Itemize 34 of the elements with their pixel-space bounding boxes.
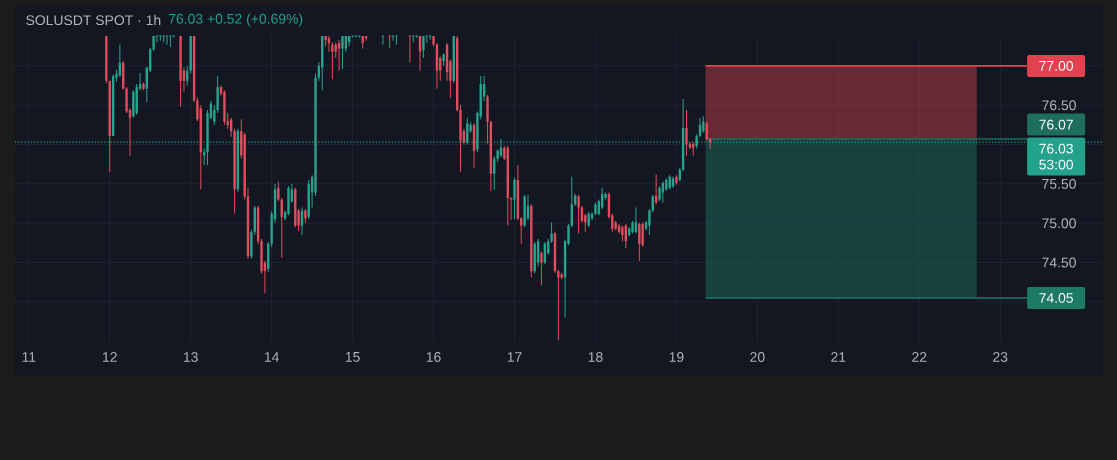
x-tick-label: 17	[507, 352, 522, 362]
x-tick-label: 16	[426, 352, 441, 362]
x-tick-label: 22	[912, 352, 927, 362]
x-tick-label: 15	[345, 352, 360, 362]
data-label: 74.05	[1039, 292, 1073, 303]
candlestick	[540, 251, 543, 286]
x-tick-label: 18	[588, 352, 603, 362]
y-tick-label: 75.00	[1042, 218, 1076, 229]
candlestick	[638, 221, 641, 262]
annotation: 53:00	[1039, 159, 1074, 170]
data-label: 77.00	[1039, 60, 1074, 71]
chart-title: SOLUSDT SPOT · 1h	[26, 14, 161, 26]
ref-line-label: 76.03	[1039, 143, 1073, 154]
x-tick-label: 21	[831, 352, 846, 362]
candlestick	[387, 35, 392, 49]
y-tick-label: 75.50	[1042, 178, 1076, 189]
x-tick-label: 19	[669, 352, 684, 362]
x-tick-label: 11	[22, 352, 36, 362]
candlestick	[381, 35, 385, 46]
chart-subtitle: 76.03 +0.52 (+0.69%)	[168, 13, 303, 27]
candlestick	[685, 109, 688, 157]
x-tick-label: 23	[993, 352, 1008, 362]
y-tick-label: 76.50	[1042, 100, 1076, 111]
y-tick-label: 74.50	[1042, 257, 1076, 268]
x-tick-label: 12	[103, 352, 117, 362]
candlestick	[513, 177, 516, 220]
x-tick-label: 14	[264, 352, 279, 362]
candlestick	[341, 35, 344, 70]
candlestick	[391, 35, 395, 42]
candlestick	[577, 194, 580, 234]
x-tick-label: 20	[750, 352, 765, 362]
x-tick-label: 13	[183, 352, 198, 362]
data-label: 76.07	[1039, 119, 1073, 130]
candlestick	[428, 35, 432, 41]
